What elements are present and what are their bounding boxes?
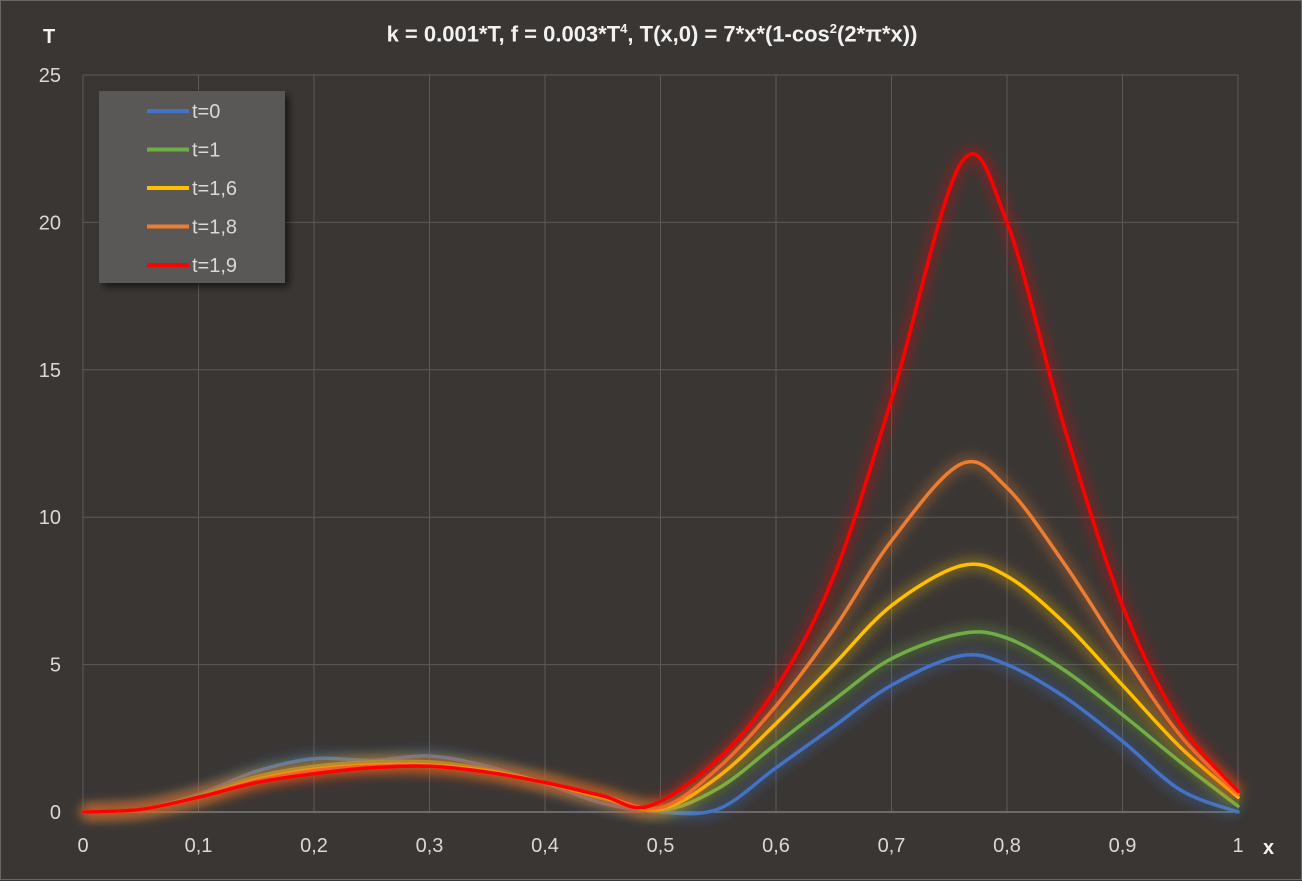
- x-tick-label: 0,9: [1109, 835, 1137, 857]
- x-tick-label: 0,7: [878, 835, 906, 857]
- y-tick-label: 5: [50, 655, 61, 677]
- y-tick-label: 15: [39, 360, 61, 382]
- title-superscript-2: 2: [829, 21, 838, 36]
- legend-label-2: t=1,6: [192, 178, 237, 200]
- legend: t=0 t=1 t=1,6 t=1,8 t=1,9: [99, 91, 285, 283]
- x-tick-label: 0,4: [531, 835, 559, 857]
- y-axis-title: T: [43, 26, 55, 48]
- legend-box: [99, 91, 285, 283]
- legend-label-1: t=1: [192, 140, 220, 162]
- y-tick-label: 0: [50, 802, 61, 824]
- legend-label-0: t=0: [192, 101, 220, 123]
- title-part-3: (2*π*x)): [837, 21, 918, 47]
- y-tick-label: 25: [39, 65, 61, 87]
- series-line-0: [81, 652, 1240, 816]
- x-tick-label: 0,8: [993, 835, 1021, 857]
- y-tick-label: 10: [39, 507, 61, 529]
- legend-label-3: t=1,8: [192, 217, 237, 239]
- x-tick-label: 0,2: [300, 835, 328, 857]
- series-lines: [81, 148, 1243, 820]
- x-tick-label: 0: [77, 835, 88, 857]
- x-tick-label: 0,1: [185, 835, 213, 857]
- x-axis-title: x: [1263, 837, 1274, 859]
- x-tick-label: 1: [1232, 835, 1243, 857]
- x-tick-label: 0,3: [416, 835, 444, 857]
- legend-label-4: t=1,9: [192, 255, 237, 277]
- chart-title: k = 0.001*T, f = 0.003*T4, T(x,0) = 7*x*…: [1, 21, 1302, 47]
- series-line-4: [81, 152, 1240, 814]
- y-tick-label: 20: [39, 212, 61, 234]
- x-tick-label: 0,5: [647, 835, 675, 857]
- x-tick-label: 0,6: [762, 835, 790, 857]
- title-part-1: k = 0.001*T, f = 0.003*T: [386, 21, 621, 47]
- title-superscript-1: 4: [620, 21, 628, 36]
- title-part-2: , T(x,0) = 7*x*(1-cos: [627, 21, 830, 47]
